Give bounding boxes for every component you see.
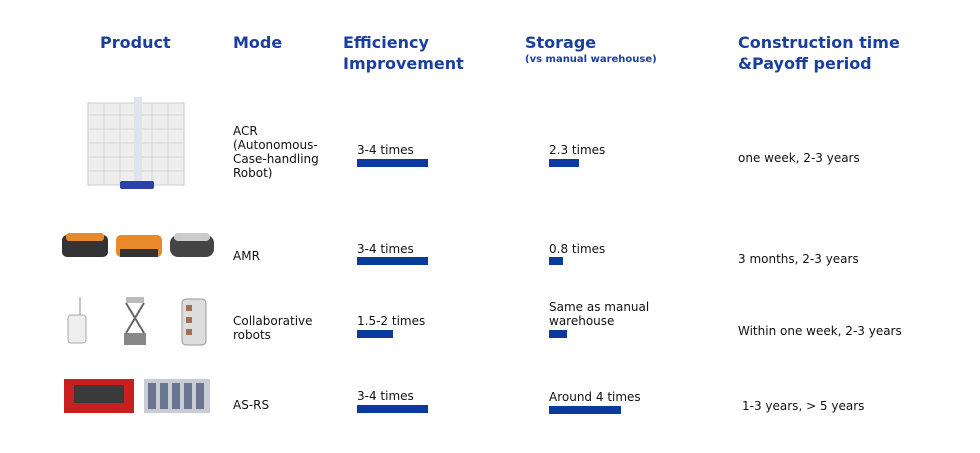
header-product: Product — [100, 33, 171, 52]
storage-bar — [549, 257, 563, 265]
header-mode: Mode — [233, 33, 283, 52]
storage: 0.8 times — [549, 242, 606, 256]
construction: 1-3 years, > 5 years — [742, 399, 865, 413]
efficiency-bar — [357, 159, 428, 167]
construction: Within one week, 2-3 years — [738, 324, 902, 338]
storage: 2.3 times — [549, 143, 606, 157]
mode: Collaborative robots — [233, 314, 313, 342]
storage: Around 4 times — [549, 390, 641, 404]
collab-image — [67, 297, 207, 346]
efficiency: 3-4 times — [357, 242, 414, 256]
construction: one week, 2-3 years — [738, 151, 860, 165]
construction: 3 months, 2-3 years — [738, 252, 859, 266]
header-efficiency: Efficiency Improvement — [343, 33, 464, 73]
storage-bar — [549, 330, 567, 338]
asrs-image — [64, 379, 210, 413]
header-construction: Construction time &Payoff period — [738, 33, 900, 73]
storage-bar — [549, 159, 579, 167]
header-storage: Storage — [525, 33, 597, 52]
mode: AS-RS — [233, 398, 270, 412]
header-storage-note: (vs manual warehouse) — [525, 54, 657, 65]
storage-bar — [549, 406, 621, 414]
amr-image — [62, 233, 214, 257]
efficiency-bar — [357, 257, 428, 265]
efficiency: 1.5-2 times — [357, 314, 426, 328]
mode: ACR (Autonomous-Case-handling Robot) — [233, 124, 319, 180]
efficiency: 3-4 times — [357, 143, 414, 157]
efficiency-bar — [357, 405, 428, 413]
efficiency: 3-4 times — [357, 389, 414, 403]
storage: Same as manual warehouse — [549, 300, 650, 328]
mode: AMR — [233, 249, 260, 263]
acr-image — [87, 97, 185, 189]
efficiency-bar — [357, 330, 393, 338]
